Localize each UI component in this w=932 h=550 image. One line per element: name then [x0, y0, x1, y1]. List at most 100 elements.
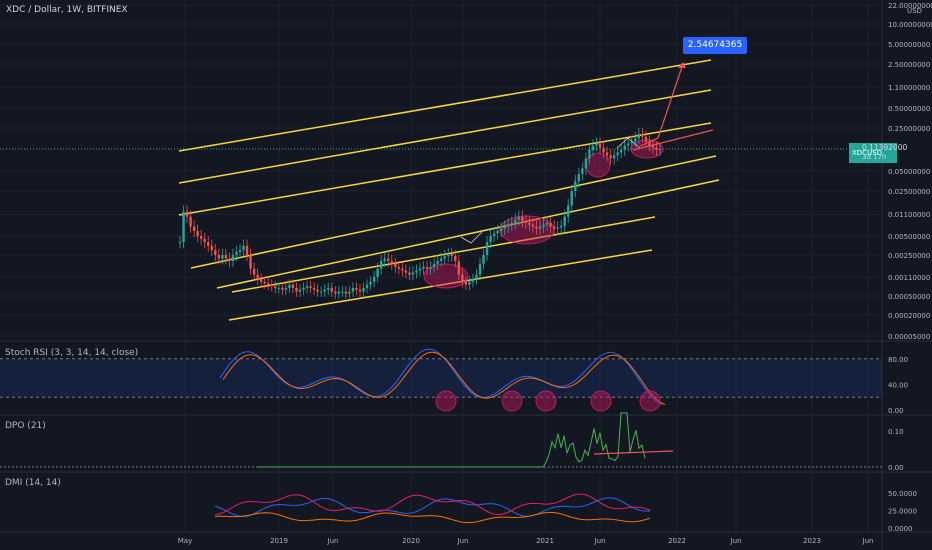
- candle-body: [627, 143, 630, 146]
- candle-body: [641, 133, 644, 137]
- candle-body: [598, 143, 602, 148]
- dpo-line: [258, 412, 646, 468]
- candle-body: [655, 147, 658, 150]
- candle-body: [457, 260, 461, 275]
- candle-body: [528, 222, 531, 225]
- candle-body: [199, 236, 203, 239]
- channel-line: [216, 179, 720, 289]
- y-tick-label: 2.50000000: [888, 61, 930, 69]
- candle-body: [464, 281, 468, 285]
- candle-body: [432, 263, 436, 267]
- candle-body: [348, 291, 351, 294]
- x-tick-label: 2021: [536, 537, 554, 545]
- channel-line: [178, 122, 712, 216]
- candle-body: [503, 226, 506, 229]
- candle-body: [242, 245, 245, 251]
- candle-body: [327, 287, 330, 290]
- adx-line: [214, 511, 651, 524]
- dpo-trend-line: [593, 450, 674, 455]
- candle-body: [351, 287, 355, 292]
- pattern-triangle: [460, 231, 483, 244]
- candle-body: [252, 268, 256, 275]
- candle-body: [305, 286, 309, 288]
- candle-body: [439, 258, 443, 261]
- candle-body: [567, 205, 570, 217]
- candle-body: [552, 226, 556, 229]
- breakout-line: [632, 129, 714, 151]
- candle-body: [581, 168, 584, 175]
- bar-countdown: 3d 17h: [862, 153, 887, 161]
- y-tick-label: 0.25000000: [888, 125, 930, 133]
- candle-body: [319, 291, 323, 293]
- x-tick-label: Jun: [862, 537, 874, 545]
- rsi-highlight-circle: [590, 390, 612, 412]
- candle-body: [270, 284, 273, 287]
- channel-line: [228, 249, 653, 321]
- candle-body: [616, 152, 619, 156]
- candle-body: [549, 222, 552, 227]
- candle-body: [542, 224, 545, 227]
- candle-body: [422, 266, 425, 269]
- x-tick-label: 2019: [270, 537, 288, 545]
- x-tick-label: Jun: [327, 537, 339, 545]
- candle-body: [531, 224, 535, 227]
- candle-body: [584, 158, 588, 169]
- candle-body: [288, 284, 291, 288]
- y-tick-label: 0.00110000: [888, 274, 930, 282]
- candle-body: [619, 149, 623, 153]
- y-tick-label: 0.02500000: [888, 188, 930, 196]
- candle-body: [281, 287, 284, 290]
- candle-body: [178, 242, 182, 244]
- candle-body: [214, 250, 217, 255]
- stoch-rsi-title: Stoch RSI (3, 3, 14, 14, close): [5, 348, 139, 358]
- candle-body: [259, 279, 263, 282]
- candle-body: [630, 141, 633, 144]
- candle-body: [612, 155, 616, 159]
- candle-body: [362, 287, 365, 292]
- rsi-highlight-circle: [501, 390, 523, 412]
- candle-body: [485, 242, 489, 255]
- candle-body: [203, 238, 206, 243]
- candle-body: [418, 268, 422, 271]
- candle-body: [496, 230, 499, 234]
- y-tick-label: 0.00500000: [888, 233, 930, 241]
- dmi-title: DMI (14, 14): [5, 478, 61, 488]
- candle-body: [588, 149, 591, 159]
- candle-body: [478, 263, 482, 275]
- dpo-tick-label: 0.10: [888, 428, 904, 436]
- candle-body: [644, 136, 648, 142]
- y-tick-label: 0.50000000: [888, 105, 930, 113]
- candle-body: [355, 287, 358, 290]
- y-tick-label: 0.00050000: [888, 293, 930, 301]
- candle-body: [408, 272, 411, 275]
- candle-body: [535, 226, 538, 229]
- candle-body: [429, 266, 432, 269]
- candle-body: [447, 253, 450, 257]
- candle-body: [475, 274, 478, 280]
- rsi-highlight-circle: [535, 390, 557, 412]
- rsi-highlight-circle: [435, 390, 457, 412]
- y-tick-label: 0.00020000: [888, 312, 930, 320]
- candle-body: [221, 255, 224, 259]
- candle-body: [238, 250, 242, 252]
- y-tick-label: 0.00250000: [888, 252, 930, 260]
- candle-body: [425, 266, 429, 269]
- candle-body: [192, 226, 196, 231]
- candle-body: [228, 258, 231, 261]
- candle-body: [574, 181, 577, 191]
- rsi-tick-label: 80.00: [888, 356, 908, 364]
- candle-body: [196, 230, 199, 236]
- x-tick-label: 2022: [668, 537, 686, 545]
- x-tick-label: Jun: [730, 537, 742, 545]
- rsi-band: [0, 358, 882, 398]
- channel-line: [190, 155, 717, 269]
- candle-body: [231, 255, 235, 261]
- candle-body: [436, 260, 439, 264]
- candle-body: [369, 281, 372, 285]
- candle-body: [563, 216, 566, 226]
- candle-body: [358, 289, 362, 292]
- candle-body: [492, 233, 496, 236]
- candle-body: [609, 155, 612, 159]
